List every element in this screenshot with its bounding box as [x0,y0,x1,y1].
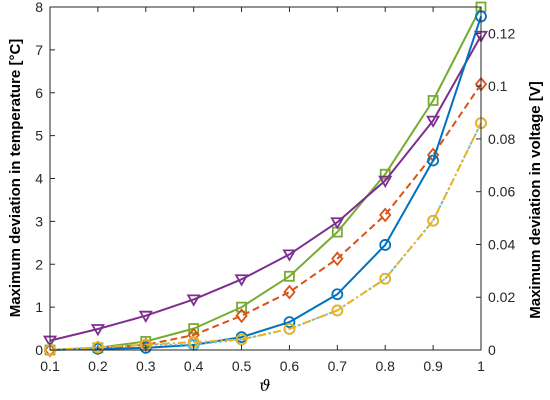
data-point-diamond [139,337,152,353]
series-1-line [49,6,482,351]
data-point-triangle [186,294,201,307]
x-tick-label: 0.8 [375,358,395,374]
y-tick-label-left: 5 [35,128,43,144]
data-point-square [236,301,247,313]
data-point-circle [331,288,344,301]
data-point-circle [283,322,296,335]
data-point-triangle [138,310,153,323]
data-point-diamond [43,342,57,358]
series-4-line [49,16,482,351]
data-point-square [284,270,295,282]
x-tick-label: 1 [477,358,485,374]
y-axis-label-left: Maximum deviation in temperature [°C] [7,39,24,318]
y-tick-label-left: 7 [35,42,43,58]
data-point-circle [379,239,392,251]
y-tick-label-right: 0.06 [488,184,515,200]
ticks-layer: 0.1 0.2 0.3 0.4 0.5 0.6 0.7 0.8 0.9 101234567800.… [35,0,515,374]
y-tick-label-right: 0.02 [488,289,515,305]
data-point-square [188,323,200,334]
series-2-line [49,35,482,342]
y-tick-label-left: 3 [35,213,43,229]
data-point-triangle [426,115,441,128]
series-6 [44,117,487,356]
data-point-diamond [283,284,296,300]
data-point-diamond [235,308,248,324]
y-tick-label-left: 1 [35,299,43,315]
data-point-square [427,95,439,106]
series-6-line [49,122,482,351]
y-tick-label-right: 0 [488,342,496,358]
y-tick-label-right: 0.1 [488,78,508,94]
y-tick-label-left: 8 [35,0,43,15]
data-point-triangle [234,274,249,287]
y-tick-label-left: 4 [35,171,43,187]
data-point-diamond [379,207,392,223]
x-tick-label: 0.2 [88,358,108,374]
y-axis-label-right: Maximum deviation in voltage [V] [527,81,544,319]
data-point-circle [331,304,344,317]
y-tick-label-right: 0.04 [488,236,515,252]
data-point-triangle [90,324,105,337]
data-point-circle [379,272,392,285]
x-tick-label: 0.6 [280,358,300,374]
x-tick-label: 0.4 [184,358,204,374]
data-point-circle [139,341,152,354]
x-tick-label: 0.7 [328,358,348,374]
data-point-circle [235,333,248,346]
y-tick-label-left: 2 [35,256,43,272]
data-point-diamond [331,251,344,267]
x-tick-label: 0.3 [136,358,156,374]
x-axis-label: ϑ [259,376,270,395]
data-point-triangle [282,249,297,262]
data-point-circle [91,341,104,354]
x-tick-label: 0.5 [232,358,252,374]
data-point-circle [283,316,296,329]
y-tick-label-right: 0.08 [488,131,515,147]
series-2 [42,30,489,348]
y-tick-label-left: 6 [35,85,43,101]
x-tick-label: 0.9 [423,358,443,374]
data-point-diamond [187,327,200,343]
y-tick-label-left: 0 [35,342,43,358]
data-point-triangle [330,217,345,230]
data-point-circle [427,214,440,227]
y-tick-label-right: 0.12 [488,25,515,41]
data-point-circle [427,154,440,167]
data-point-triangle [378,175,393,188]
x-tick-label: 0.1 [40,358,60,374]
